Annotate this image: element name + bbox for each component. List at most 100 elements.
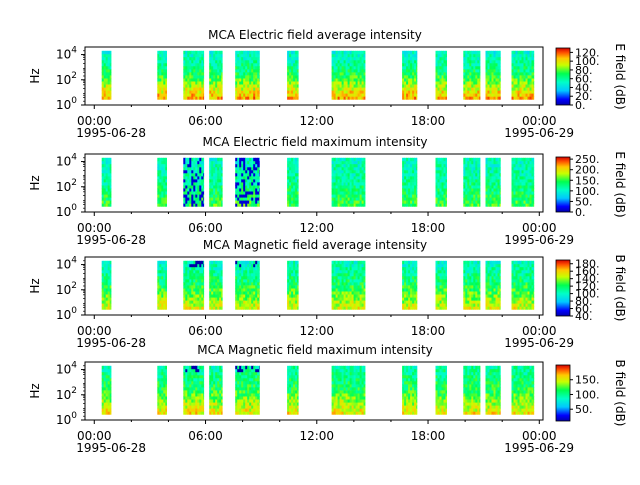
x-date-start: 1995-06-28 xyxy=(76,441,146,455)
data-block xyxy=(332,51,366,100)
x-tick-label: 06:00 xyxy=(188,429,223,443)
data-block xyxy=(436,366,448,415)
data-block xyxy=(235,261,260,310)
data-block xyxy=(287,261,299,310)
data-block xyxy=(486,51,501,100)
x-date-start: 1995-06-28 xyxy=(76,336,146,350)
data-block xyxy=(157,51,167,100)
data-block xyxy=(463,158,480,207)
x-date-start: 1995-06-28 xyxy=(76,126,146,140)
data-block xyxy=(157,158,167,207)
data-block xyxy=(209,261,222,310)
y-tick-label: 102 xyxy=(56,281,77,297)
y-tick-label: 100 xyxy=(56,203,77,219)
panel-title: MCA Electric field maximum intensity xyxy=(202,135,427,149)
data-block xyxy=(102,158,112,207)
data-block xyxy=(463,51,480,100)
data-block xyxy=(287,51,299,100)
panel-3: MCA Magnetic field average intensity Hz 10… xyxy=(28,238,627,350)
data-block xyxy=(436,261,448,310)
data-block xyxy=(463,366,480,415)
y-tick-label: 104 xyxy=(56,46,77,62)
colorbar-tick-label: 100. xyxy=(575,388,600,401)
data-block xyxy=(332,366,366,415)
panel-title: MCA Magnetic field maximum intensity xyxy=(197,343,433,357)
y-axis-label: Hz xyxy=(28,278,42,293)
data-block xyxy=(402,51,417,100)
colorbar xyxy=(556,365,570,421)
data-block xyxy=(463,261,480,310)
x-tick-label: 06:00 xyxy=(188,221,223,235)
data-block xyxy=(287,366,299,415)
data-block xyxy=(436,158,448,207)
x-date-end: 1995-06-29 xyxy=(504,126,574,140)
panel-title: MCA Electric field average intensity xyxy=(208,28,422,42)
data-block xyxy=(235,366,260,415)
data-block xyxy=(209,158,222,207)
data-block xyxy=(183,51,204,100)
data-block xyxy=(235,51,260,100)
panel-1: MCA Electric field average intensity Hz 10… xyxy=(28,28,627,140)
data-block xyxy=(512,51,535,100)
colorbar-label: E field (dB) xyxy=(613,151,627,217)
data-block xyxy=(512,261,535,310)
colorbar xyxy=(556,48,570,105)
x-date-end: 1995-06-29 xyxy=(504,441,574,455)
colorbar-tick-label: 150. xyxy=(575,374,600,387)
y-tick-label: 102 xyxy=(56,386,77,402)
x-date-end: 1995-06-29 xyxy=(504,233,574,247)
data-block xyxy=(102,366,112,415)
data-block xyxy=(209,366,222,415)
x-tick-label: 06:00 xyxy=(188,114,223,128)
y-axis-label: Hz xyxy=(28,383,42,398)
data-block xyxy=(287,158,299,207)
data-block xyxy=(183,158,204,207)
panel-title: MCA Magnetic field average intensity xyxy=(203,238,427,252)
data-block xyxy=(209,51,222,100)
x-tick-label: 12:00 xyxy=(299,429,334,443)
x-tick-label: 18:00 xyxy=(411,221,446,235)
data-block xyxy=(332,158,366,207)
y-tick-label: 104 xyxy=(56,153,77,169)
y-tick-label: 104 xyxy=(56,361,77,377)
data-block xyxy=(486,261,501,310)
x-tick-label: 18:00 xyxy=(411,429,446,443)
data-block xyxy=(486,366,501,415)
y-tick-label: 100 xyxy=(56,96,77,112)
panel-4: MCA Magnetic field maximum intensity Hz 10… xyxy=(28,343,627,455)
colorbar-label: B field (dB) xyxy=(613,360,627,427)
colorbar-tick-label: 180. xyxy=(575,258,600,271)
data-block xyxy=(402,158,417,207)
colorbar-label: B field (dB) xyxy=(613,255,627,322)
data-block xyxy=(157,366,167,415)
data-block xyxy=(157,261,167,310)
y-tick-label: 104 xyxy=(56,256,77,272)
data-block xyxy=(512,158,535,207)
x-tick-label: 12:00 xyxy=(299,221,334,235)
data-block xyxy=(183,366,204,415)
x-tick-label: 18:00 xyxy=(411,114,446,128)
colorbar-tick-label: 50. xyxy=(575,403,593,416)
colorbar-tick-label: 120. xyxy=(575,46,600,59)
y-axis-label: Hz xyxy=(28,68,42,83)
data-block xyxy=(183,261,204,310)
y-axis-label: Hz xyxy=(28,175,42,190)
data-block xyxy=(402,261,417,310)
data-block xyxy=(102,51,112,100)
x-tick-label: 06:00 xyxy=(188,324,223,338)
y-tick-label: 102 xyxy=(56,71,77,87)
data-block xyxy=(332,261,366,310)
x-tick-label: 12:00 xyxy=(299,114,334,128)
y-tick-label: 102 xyxy=(56,178,77,194)
colorbar xyxy=(556,157,570,212)
x-tick-label: 12:00 xyxy=(299,324,334,338)
data-block xyxy=(102,261,112,310)
colorbar-tick-label: 250. xyxy=(575,153,600,166)
colorbar xyxy=(556,260,570,316)
panel-2: MCA Electric field maximum intensity Hz 10… xyxy=(28,135,627,247)
x-date-end: 1995-06-29 xyxy=(504,336,574,350)
data-block xyxy=(512,366,535,415)
y-tick-label: 100 xyxy=(56,411,77,427)
